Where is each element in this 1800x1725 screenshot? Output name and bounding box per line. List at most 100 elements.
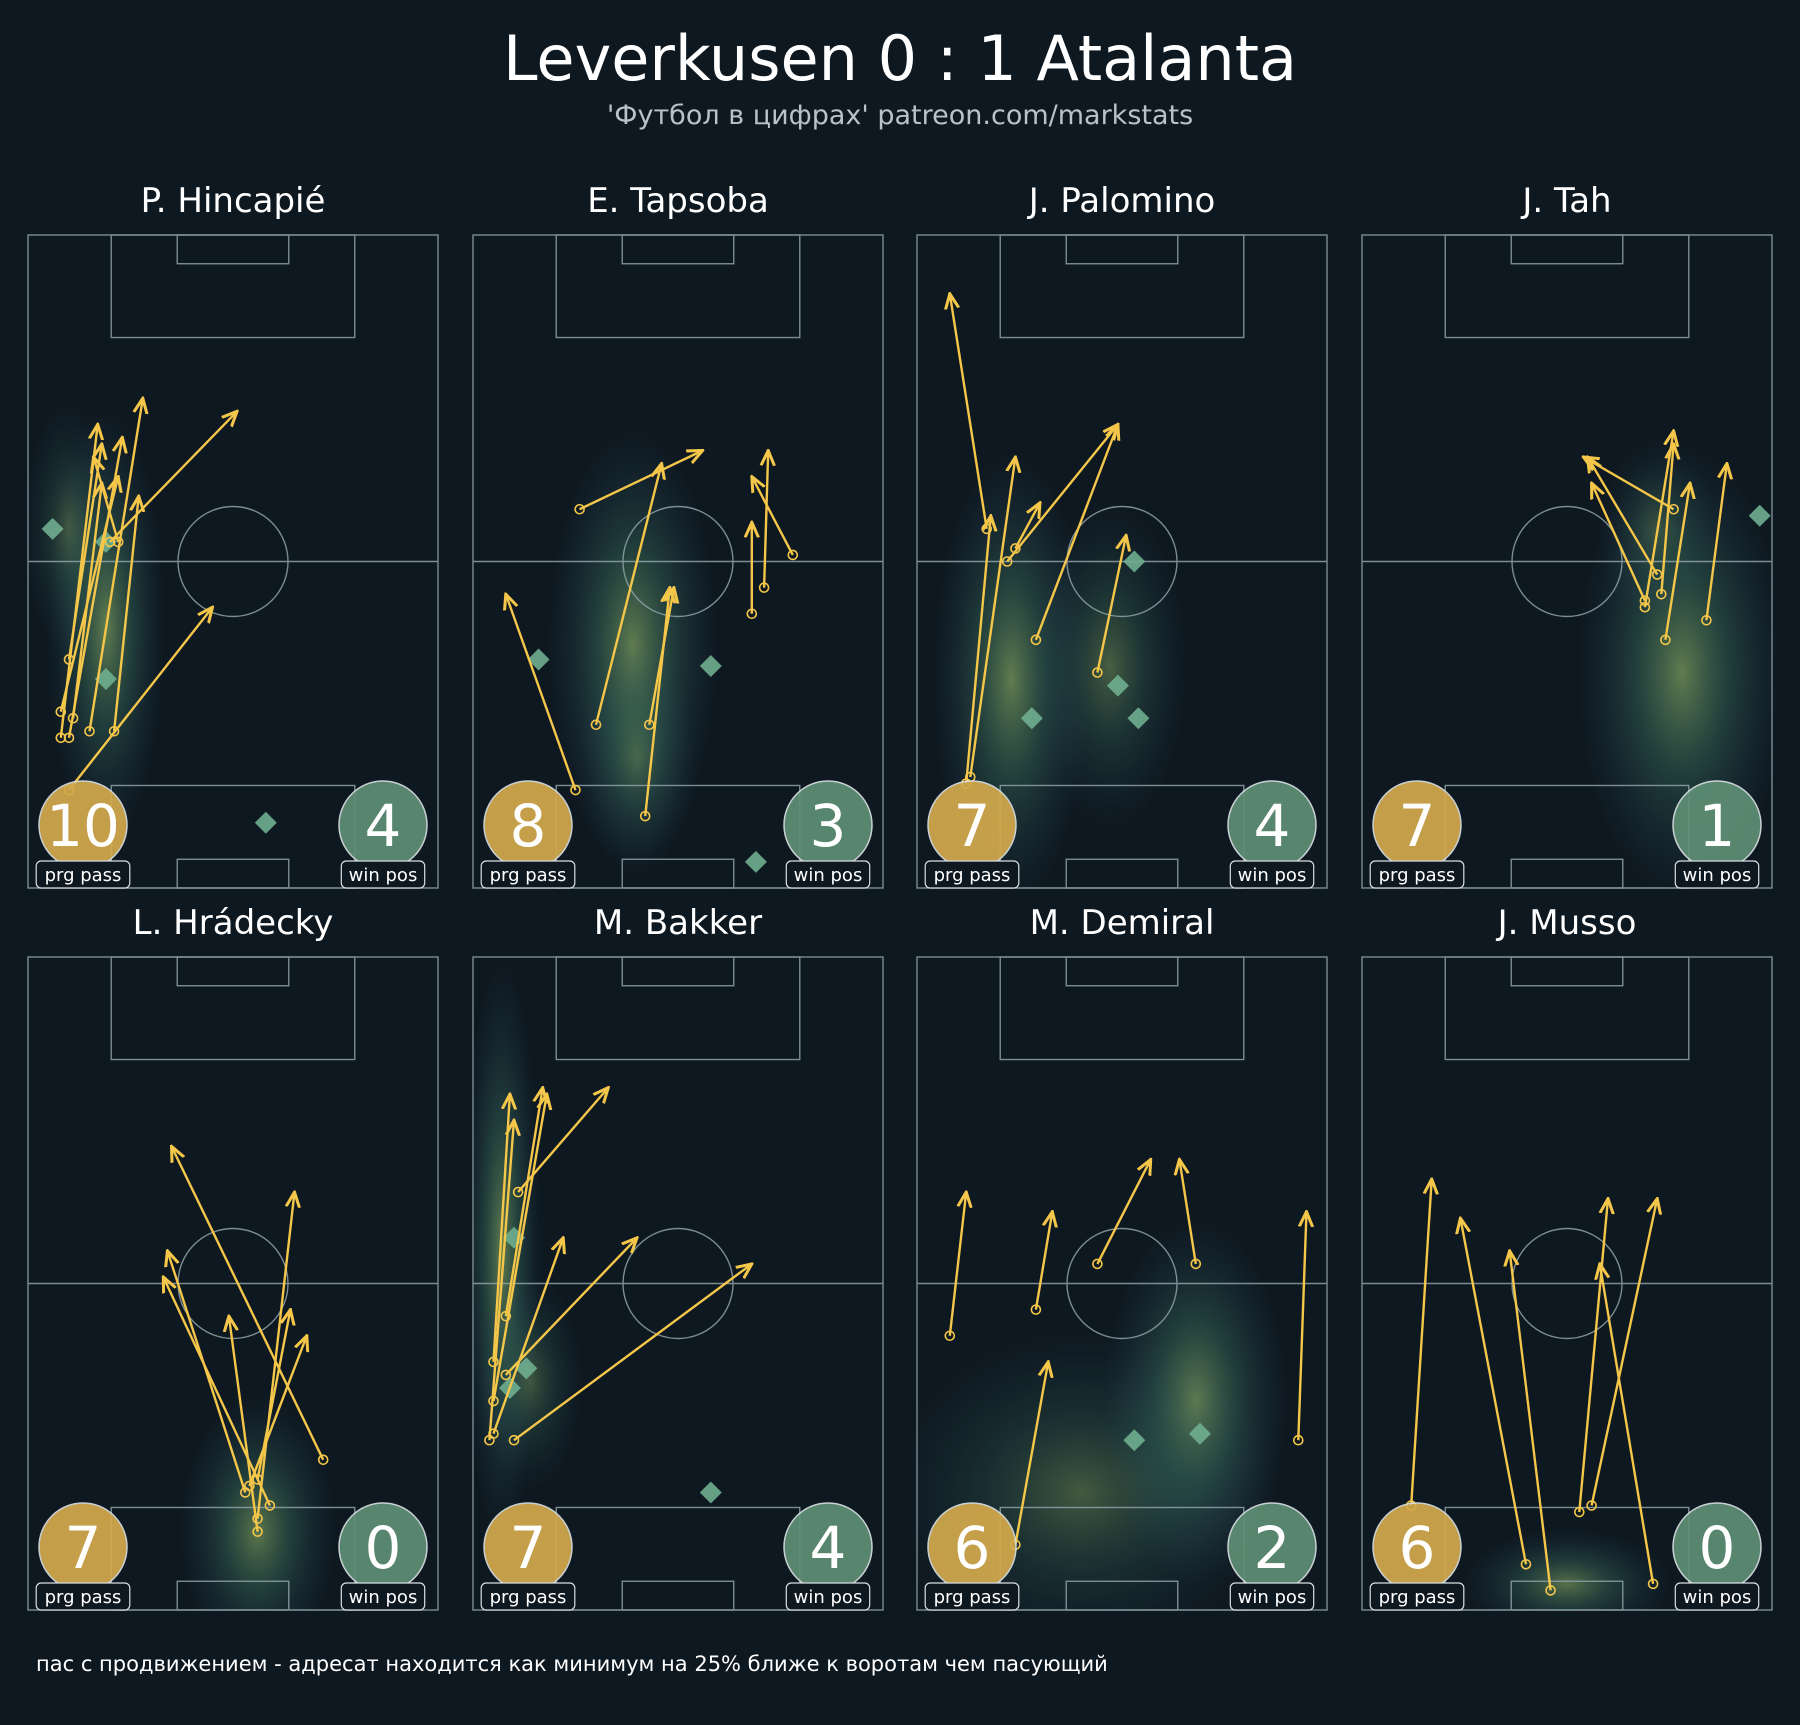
pass-origin-marker <box>1001 556 1013 567</box>
win-pos-label-box <box>340 860 426 889</box>
win-pos-label-box <box>1229 860 1315 889</box>
progressive-pass-arrow <box>492 1238 564 1435</box>
progressive-pass-arrow <box>1583 457 1675 511</box>
goal-area-top <box>176 956 290 987</box>
goal-area-bottom <box>1065 858 1179 889</box>
win-position-marker <box>254 811 277 834</box>
progressive-pass-arrow <box>1014 1362 1048 1545</box>
pitch-lines <box>1361 956 1773 1611</box>
progressive-pass-arrow <box>88 398 143 732</box>
prg-pass-label-box <box>924 1582 1020 1611</box>
density-layer <box>547 426 719 877</box>
prg-pass-label-box <box>480 1582 576 1611</box>
player-name: J. Tah <box>1520 181 1611 221</box>
progressive-pass-arrow <box>1660 444 1673 595</box>
progressive-pass-arrow <box>1705 464 1727 621</box>
progressive-pass-arrow <box>229 1316 259 1532</box>
win-pos-label: win pos <box>1683 865 1752 886</box>
player-panel: J. Palomino 7 prg pass 4 win pos <box>916 181 1328 889</box>
win-pos-count: 4 <box>365 792 402 860</box>
prg-pass-count: 6 <box>954 1514 991 1582</box>
pass-origin-marker <box>758 582 770 593</box>
progressive-pass-arrow <box>1034 1212 1052 1310</box>
pass-origin-marker <box>1660 634 1671 646</box>
progressive-pass-arrow <box>1643 431 1674 608</box>
goal-area-top <box>1510 234 1624 265</box>
pass-origin-marker <box>1030 1304 1042 1315</box>
win-position-marker <box>699 654 722 677</box>
centre-circle <box>1066 1227 1178 1340</box>
progressive-pass-arrow <box>492 1094 547 1402</box>
goal-area-bottom <box>621 858 735 889</box>
density-layer <box>473 958 583 1544</box>
win-position-marker <box>699 1481 722 1504</box>
pitch-lines <box>472 956 884 1611</box>
goal-area-top <box>176 234 290 265</box>
player-name: E. Tapsoba <box>587 181 769 221</box>
goal-area-top <box>1065 956 1179 987</box>
progressive-pass-arrow <box>764 450 768 588</box>
win-pos-label: win pos <box>1238 1587 1307 1608</box>
goal-area-bottom <box>1065 1580 1179 1611</box>
chart-title: Leverkusen 0 : 1 Atalanta <box>502 22 1297 95</box>
penalty-box-top <box>110 234 356 339</box>
density-blob <box>477 1271 583 1492</box>
goal-area-top <box>1510 956 1624 987</box>
pass-origin-marker <box>317 1454 329 1466</box>
pass-origin-marker <box>84 725 95 737</box>
player-panel: E. Tapsoba 8 prg pass 3 win pos <box>472 181 884 889</box>
prg-pass-label: prg pass <box>934 865 1011 886</box>
progressive-pass-arrow <box>1600 1264 1655 1585</box>
footnote: пас с продвижением - адресат находится к… <box>36 1652 1108 1676</box>
win-pos-count: 2 <box>1254 1514 1291 1582</box>
pass-origin-marker <box>1190 1258 1202 1270</box>
prg-pass-count: 6 <box>1399 1514 1436 1582</box>
progressive-pass-arrow <box>256 1310 291 1480</box>
player-panel: L. Hrádecky 7 prg pass 0 win pos <box>27 903 439 1611</box>
progressive-pass-arrow <box>1297 1212 1306 1441</box>
prg-pass-label-box <box>924 860 1020 889</box>
progressive-pass-arrow <box>1578 1199 1608 1513</box>
pass-origin-marker <box>1656 588 1667 600</box>
pass-origin-marker <box>108 725 120 737</box>
win-pos-label-box <box>1229 1582 1315 1611</box>
pass-origin-marker <box>63 654 75 665</box>
win-position-marker <box>527 648 550 671</box>
pass-origin-marker <box>746 608 758 620</box>
player-panel: M. Demiral 6 prg pass 2 win pos <box>916 903 1328 1611</box>
prg-pass-count: 10 <box>46 792 120 860</box>
penalty-box-top <box>1444 234 1690 339</box>
win-position-marker <box>41 517 64 540</box>
player-panel: P. Hincapié 10 prg pass 4 win pos <box>27 181 439 889</box>
progressive-pass-arrow <box>1510 1251 1552 1591</box>
win-position-marker <box>515 1357 538 1380</box>
progressive-pass-arrow <box>68 607 213 791</box>
centre-circle <box>1511 1227 1623 1340</box>
win-pos-label-box <box>785 860 871 889</box>
progressive-pass-arrow <box>163 1277 271 1507</box>
goal-area-bottom <box>621 1580 735 1611</box>
progressive-pass-arrow <box>256 1192 295 1519</box>
pass-origin-marker <box>639 810 651 822</box>
density-blob <box>1462 1529 1672 1610</box>
player-name: M. Demiral <box>1030 903 1215 943</box>
progressive-pass-arrow <box>517 1088 608 1193</box>
pass-origin-marker <box>488 1395 499 1407</box>
pass-origin-marker <box>590 719 602 731</box>
pass-origin-marker <box>252 1526 263 1537</box>
prg-pass-label: prg pass <box>490 1587 567 1608</box>
density-blob <box>577 638 697 877</box>
pass-origin-marker <box>488 1356 499 1368</box>
win-pos-label: win pos <box>349 1587 418 1608</box>
pass-origin-marker <box>1520 1558 1532 1570</box>
pass-origin-marker <box>1668 503 1679 515</box>
progressive-pass-arrow <box>67 444 102 660</box>
pass-origin-marker <box>1651 569 1663 580</box>
player-name: J. Palomino <box>1027 181 1216 221</box>
pass-origin-marker <box>1647 1578 1659 1590</box>
win-pos-label: win pos <box>1238 865 1307 886</box>
player-panel: J. Musso 6 prg pass 0 win pos <box>1361 903 1773 1611</box>
prg-pass-label-box <box>480 860 576 889</box>
pitch-lines <box>27 234 439 889</box>
penalty-box-top <box>999 956 1245 1061</box>
